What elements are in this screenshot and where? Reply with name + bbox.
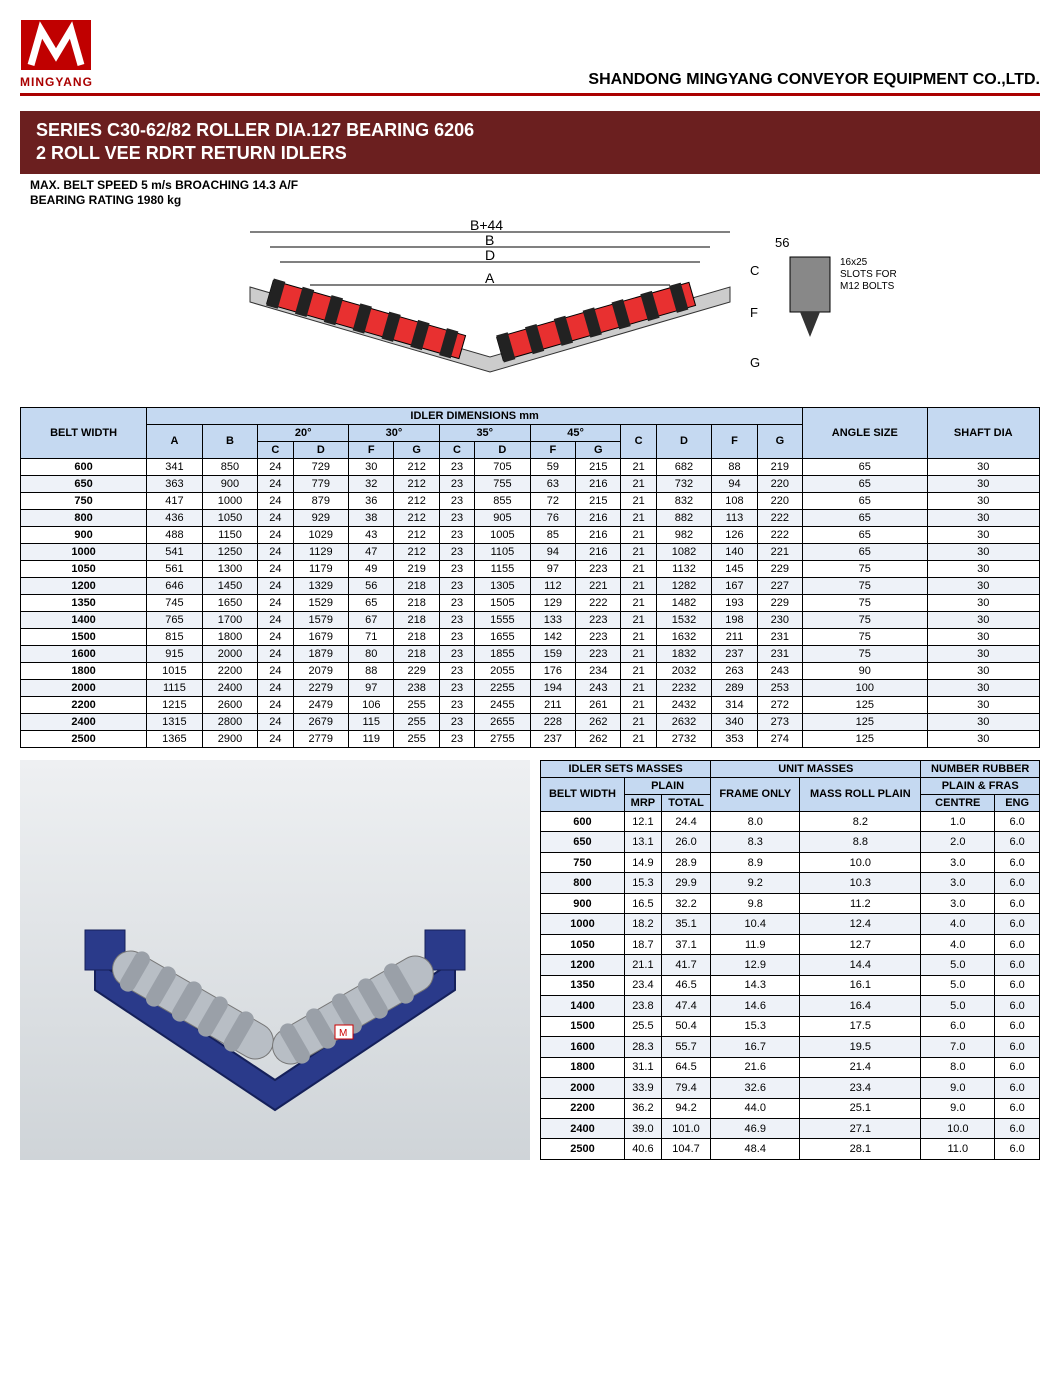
table-row: 2400131528002426791152552326552282622126… xyxy=(21,713,1040,730)
logo: MINGYANG xyxy=(20,20,93,89)
svg-text:M12 BOLTS: M12 BOLTS xyxy=(840,281,895,292)
product-render: M xyxy=(20,760,530,1160)
table-row: 75014.928.98.910.03.06.0 xyxy=(541,852,1040,872)
th-angle: ANGLE SIZE xyxy=(803,407,927,458)
svg-text:B+44: B+44 xyxy=(470,217,503,233)
bottom-section: M IDLER SETS MASSES UNIT MASSES NUMBER R… xyxy=(20,760,1040,1160)
svg-text:G: G xyxy=(750,355,760,370)
table-row: 2200121526002424791062552324552112612124… xyxy=(21,696,1040,713)
title-banner: SERIES C30-62/82 ROLLER DIA.127 BEARING … xyxy=(20,111,1040,174)
svg-text:B: B xyxy=(485,232,494,248)
table-row: 220036.294.244.025.19.06.0 xyxy=(541,1098,1040,1118)
table-row: 1000541125024112947212231105942162110821… xyxy=(21,543,1040,560)
table-row: 65013.126.08.38.82.06.0 xyxy=(541,832,1040,852)
idler-dimensions-table: BELT WIDTH IDLER DIMENSIONS mm ANGLE SIZ… xyxy=(20,407,1040,748)
spec-line-2: BEARING RATING 1980 kg xyxy=(30,193,1040,209)
svg-text:SLOTS FOR: SLOTS FOR xyxy=(840,269,897,280)
svg-text:56: 56 xyxy=(775,235,789,250)
svg-text:M: M xyxy=(339,1028,347,1039)
table-row: 1800101522002420798822923205517623421203… xyxy=(21,662,1040,679)
table-row: 60012.124.48.08.21.06.0 xyxy=(541,811,1040,831)
table-row: 90016.532.29.811.23.06.0 xyxy=(541,893,1040,913)
title-line-2: 2 ROLL VEE RDRT RETURN IDLERS xyxy=(36,142,1024,165)
svg-text:16x25: 16x25 xyxy=(840,257,868,268)
table-row: 160028.355.716.719.57.06.0 xyxy=(541,1037,1040,1057)
table-row: 105018.737.111.912.74.06.0 xyxy=(541,934,1040,954)
masses-table: IDLER SETS MASSES UNIT MASSES NUMBER RUB… xyxy=(540,760,1040,1160)
spec-line-1: MAX. BELT SPEED 5 m/s BROACHING 14.3 A/F xyxy=(30,178,1040,194)
th-title: IDLER DIMENSIONS mm xyxy=(147,407,803,424)
svg-text:F: F xyxy=(750,305,758,320)
table-row: 135023.446.514.316.15.06.0 xyxy=(541,975,1040,995)
title-line-1: SERIES C30-62/82 ROLLER DIA.127 BEARING … xyxy=(36,119,1024,142)
table-row: 100018.235.110.412.44.06.0 xyxy=(541,914,1040,934)
page-header: MINGYANG SHANDONG MINGYANG CONVEYOR EQUI… xyxy=(20,20,1040,96)
table-row: 140023.847.414.616.45.06.0 xyxy=(541,996,1040,1016)
specs: MAX. BELT SPEED 5 m/s BROACHING 14.3 A/F… xyxy=(20,178,1040,209)
table-row: 6503639002477932212237556321621732942206… xyxy=(21,475,1040,492)
table-row: 240039.0101.046.927.110.06.0 xyxy=(541,1119,1040,1139)
table-row: 8004361050249293821223905762162188211322… xyxy=(21,509,1040,526)
table-row: 1200646145024132956218231305112221211282… xyxy=(21,577,1040,594)
table-row: 7504171000248793621223855722152183210822… xyxy=(21,492,1040,509)
table-row: 2000111524002422799723823225519424321223… xyxy=(21,679,1040,696)
svg-text:A: A xyxy=(485,270,495,286)
table-row: 80015.329.99.210.33.06.0 xyxy=(541,873,1040,893)
svg-text:D: D xyxy=(485,247,495,263)
table-row: 1600915200024187980218231855159223211832… xyxy=(21,645,1040,662)
table-row: 1500815180024167971218231655142223211632… xyxy=(21,628,1040,645)
table-row: 6003418502472930212237055921521682882196… xyxy=(21,458,1040,475)
table-row: 250040.6104.748.428.111.06.0 xyxy=(541,1139,1040,1160)
table-row: 9004881150241029432122310058521621982126… xyxy=(21,526,1040,543)
logo-icon xyxy=(21,20,91,75)
table-row: 120021.141.712.914.45.06.0 xyxy=(541,955,1040,975)
th-shaft: SHAFT DIA xyxy=(927,407,1039,458)
technical-diagram: B+44 B D A C xyxy=(20,217,1040,397)
table-row: 2500136529002427791192552327552372622127… xyxy=(21,730,1040,747)
svg-text:C: C xyxy=(750,263,759,278)
table-row: 150025.550.415.317.56.06.0 xyxy=(541,1016,1040,1036)
table-row: 180031.164.521.621.48.06.0 xyxy=(541,1057,1040,1077)
table-row: 1350745165024152965218231505129222211482… xyxy=(21,594,1040,611)
th-belt: BELT WIDTH xyxy=(21,407,147,458)
table-row: 1050561130024117949219231155972232111321… xyxy=(21,560,1040,577)
table-row: 1400765170024157967218231555133223211532… xyxy=(21,611,1040,628)
company-name: SHANDONG MINGYANG CONVEYOR EQUIPMENT CO.… xyxy=(588,71,1040,89)
logo-label: MINGYANG xyxy=(20,75,93,89)
table-row: 200033.979.432.623.49.06.0 xyxy=(541,1078,1040,1098)
